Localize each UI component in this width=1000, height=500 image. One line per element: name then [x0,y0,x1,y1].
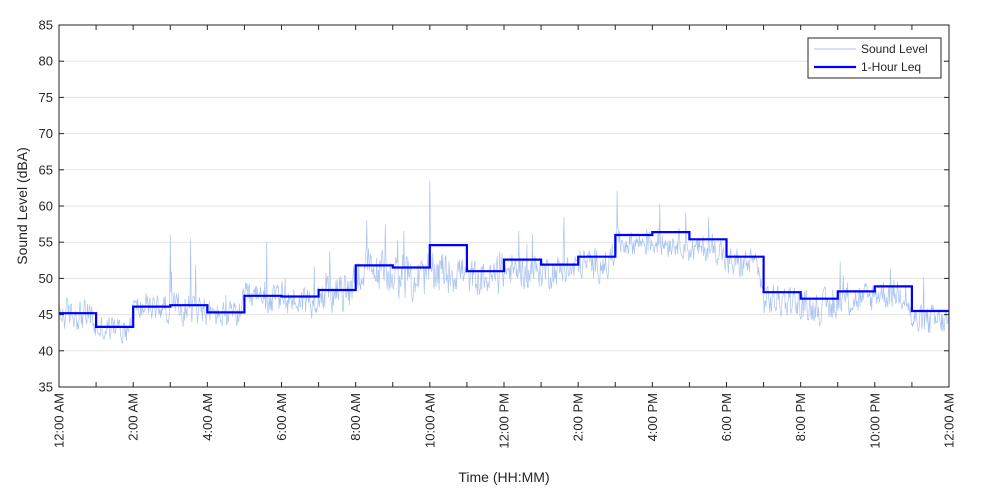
x-tick-label: 4:00 PM [645,393,660,441]
legend-label-sound-level: Sound Level [861,42,928,56]
x-tick-label: 10:00 PM [867,393,882,449]
x-tick-label: 4:00 AM [200,393,215,441]
leq-series [59,231,949,328]
x-tick-label: 12:00 AM [52,393,67,448]
y-tick-label: 60 [39,199,53,214]
x-axis-ticks: 12:00 AM 2:00 AM 4:00 AM 6:00 AM 8:00 AM 10:0… [52,25,957,449]
x-tick-label: 10:00 AM [422,393,437,448]
x-tick-label: 12:00 AM [942,393,957,448]
y-tick-label: 85 [39,18,53,33]
x-tick-label: 8:00 PM [793,393,808,441]
x-tick-label: 6:00 PM [719,393,734,441]
x-tick-label: 6:00 AM [274,393,289,441]
x-tick-label: 2:00 PM [571,393,586,441]
y-tick-label: 35 [39,380,53,395]
x-tick-label: 2:00 AM [126,393,141,441]
y-tick-label: 40 [39,343,53,358]
y-tick-label: 75 [39,90,53,105]
y-axis-ticks: 35 40 45 50 55 60 65 70 75 80 85 [39,18,949,395]
y-tick-label: 65 [39,162,53,177]
legend-label-leq: 1-Hour Leq [861,60,921,74]
leq-step-line [59,231,949,328]
legend: Sound Level 1-Hour Leq [807,37,942,79]
y-tick-label: 55 [39,235,53,250]
y-tick-label: 50 [39,271,53,286]
legend-box [807,37,942,79]
y-axis-title: Sound Level (dBA) [14,147,30,265]
y-tick-label: 45 [39,307,53,322]
x-tick-label: 8:00 AM [348,393,363,441]
x-axis-title: Time (HH:MM) [458,469,549,485]
y-tick-label: 80 [39,54,53,69]
y-tick-label: 70 [39,126,53,141]
x-tick-label: 12:00 PM [497,393,512,449]
